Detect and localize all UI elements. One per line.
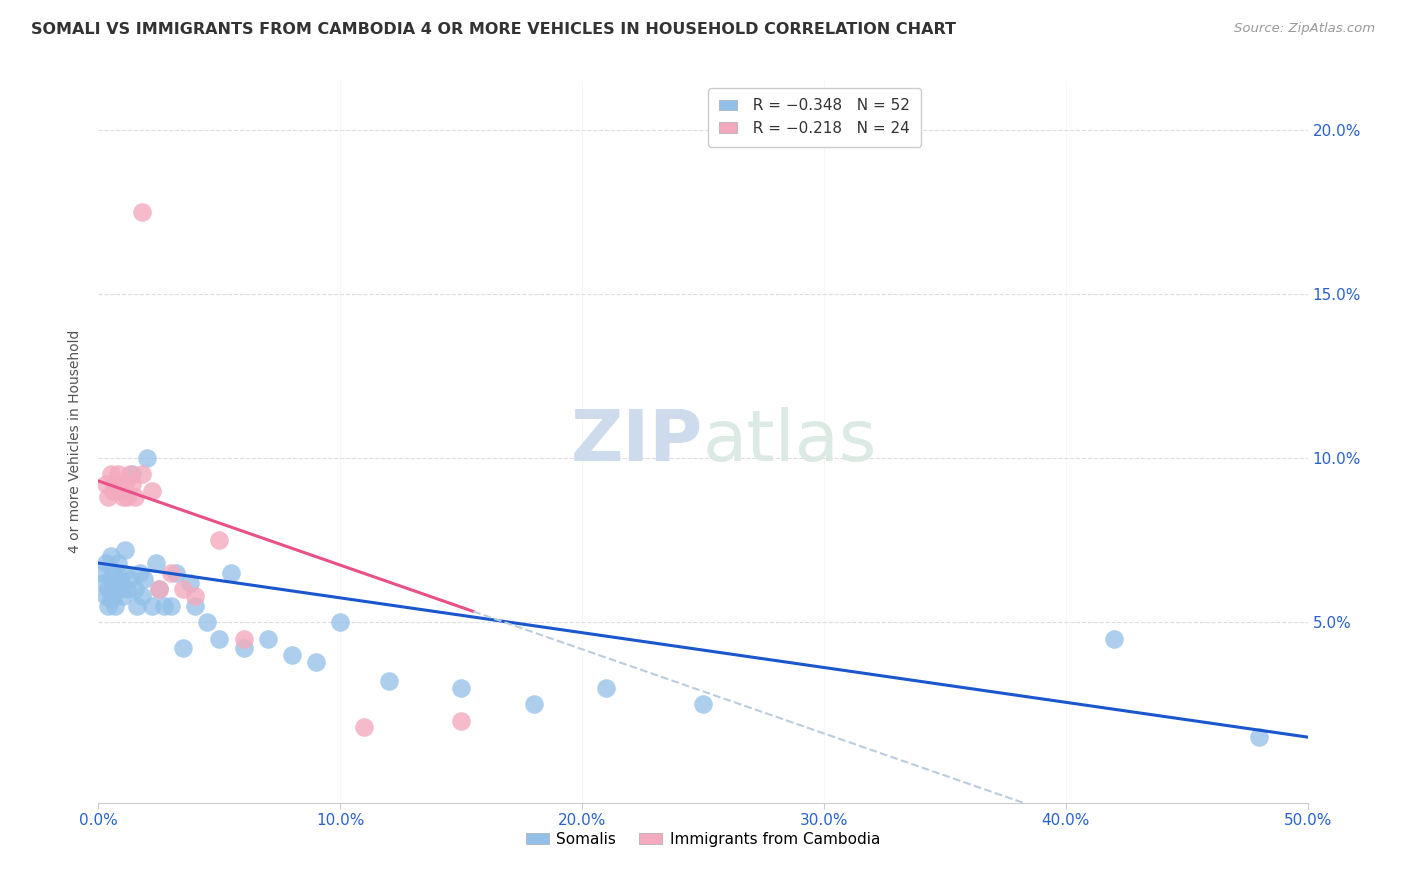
Point — [134, 573, 156, 587]
Point — [108, 483, 131, 498]
Text: Source: ZipAtlas.com: Source: ZipAtlas.com — [1234, 22, 1375, 36]
Point — [1102, 632, 1125, 646]
Point — [329, 615, 352, 630]
Point — [165, 566, 187, 580]
Point — [195, 615, 218, 630]
Point — [114, 477, 136, 491]
Point — [172, 641, 194, 656]
Point — [208, 632, 231, 646]
Point — [124, 491, 146, 505]
Point — [107, 556, 129, 570]
Point — [127, 599, 149, 613]
Point — [124, 582, 146, 597]
Point — [128, 566, 150, 580]
Point — [221, 566, 243, 580]
Point — [94, 477, 117, 491]
Point — [184, 589, 207, 603]
Point — [100, 592, 122, 607]
Point — [523, 698, 546, 712]
Point — [100, 549, 122, 564]
Point — [141, 483, 163, 498]
Point — [184, 599, 207, 613]
Point — [118, 467, 141, 482]
Point — [121, 467, 143, 482]
Point — [131, 204, 153, 219]
Point — [131, 589, 153, 603]
Point — [94, 556, 117, 570]
Point — [104, 477, 127, 491]
Point — [101, 483, 124, 498]
Point — [353, 720, 375, 734]
Point — [104, 575, 127, 590]
Point — [111, 566, 134, 580]
Point — [1249, 730, 1271, 744]
Point — [179, 575, 201, 590]
Point — [131, 467, 153, 482]
Point — [100, 573, 122, 587]
Point — [135, 450, 157, 465]
Point — [100, 467, 122, 482]
Point — [107, 467, 129, 482]
Y-axis label: 4 or more Vehicles in Household: 4 or more Vehicles in Household — [69, 330, 83, 553]
Text: ZIP: ZIP — [571, 407, 703, 476]
Point — [208, 533, 231, 547]
Point — [256, 632, 278, 646]
Point — [148, 582, 170, 597]
Point — [595, 681, 617, 695]
Point — [121, 477, 143, 491]
Text: SOMALI VS IMMIGRANTS FROM CAMBODIA 4 OR MORE VEHICLES IN HOUSEHOLD CORRELATION C: SOMALI VS IMMIGRANTS FROM CAMBODIA 4 OR … — [31, 22, 956, 37]
Point — [232, 641, 254, 656]
Point — [117, 491, 139, 505]
Point — [377, 674, 399, 689]
Point — [97, 599, 120, 613]
Point — [145, 556, 167, 570]
Point — [91, 575, 114, 590]
Point — [111, 589, 134, 603]
Point — [111, 491, 134, 505]
Text: atlas: atlas — [703, 407, 877, 476]
Point — [232, 632, 254, 646]
Point — [450, 714, 472, 728]
Point — [281, 648, 304, 662]
Point — [114, 542, 136, 557]
Point — [101, 566, 124, 580]
Point — [97, 582, 120, 597]
Point — [152, 599, 174, 613]
Point — [108, 573, 131, 587]
Point — [94, 589, 117, 603]
Point — [148, 582, 170, 597]
Point — [107, 582, 129, 597]
Point — [117, 582, 139, 597]
Point — [692, 698, 714, 712]
Point — [141, 599, 163, 613]
Point — [160, 566, 183, 580]
Point — [101, 589, 124, 603]
Point — [160, 599, 183, 613]
Point — [450, 681, 472, 695]
Legend: Somalis, Immigrants from Cambodia: Somalis, Immigrants from Cambodia — [520, 826, 886, 853]
Point — [97, 491, 120, 505]
Point — [305, 655, 328, 669]
Point — [90, 566, 112, 580]
Point — [172, 582, 194, 597]
Point — [118, 573, 141, 587]
Point — [104, 599, 127, 613]
